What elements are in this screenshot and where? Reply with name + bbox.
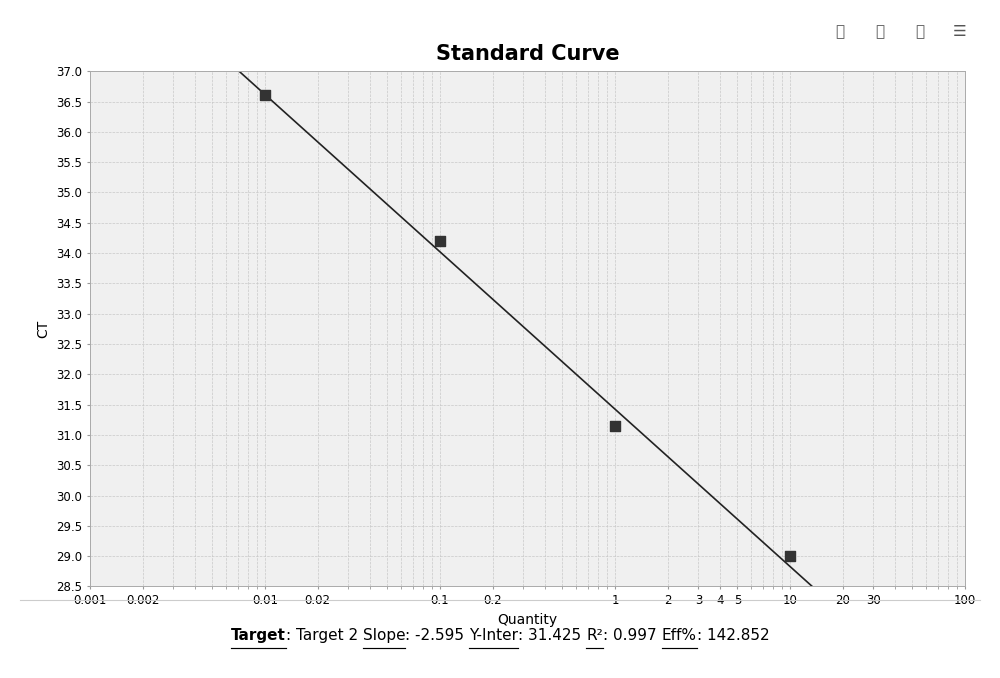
Point (432, 235, 448, 246)
Point (782, 551, 798, 561)
Point (257, 90, 273, 101)
Text: Target: Target (231, 629, 286, 643)
Y-axis label: CT: CT (37, 320, 51, 338)
Text: 📈: 📈 (915, 24, 925, 39)
Title: Standard Curve: Standard Curve (436, 44, 619, 64)
Text: : Target 2: : Target 2 (286, 629, 363, 643)
Point (607, 420, 623, 431)
Text: : 0.997: : 0.997 (603, 629, 662, 643)
Text: Y-Inter: Y-Inter (469, 629, 518, 643)
Text: Slope: Slope (363, 629, 405, 643)
Text: : 31.425: : 31.425 (518, 629, 586, 643)
X-axis label: Quantity: Quantity (497, 613, 558, 626)
Text: ☰: ☰ (953, 24, 967, 39)
Text: R²: R² (586, 629, 603, 643)
Text: : -2.595: : -2.595 (405, 629, 469, 643)
Text: 💾: 💾 (875, 24, 885, 39)
Text: Eff%: Eff% (662, 629, 697, 643)
Text: : 142.852: : 142.852 (697, 629, 769, 643)
Text: 🖨: 🖨 (835, 24, 845, 39)
